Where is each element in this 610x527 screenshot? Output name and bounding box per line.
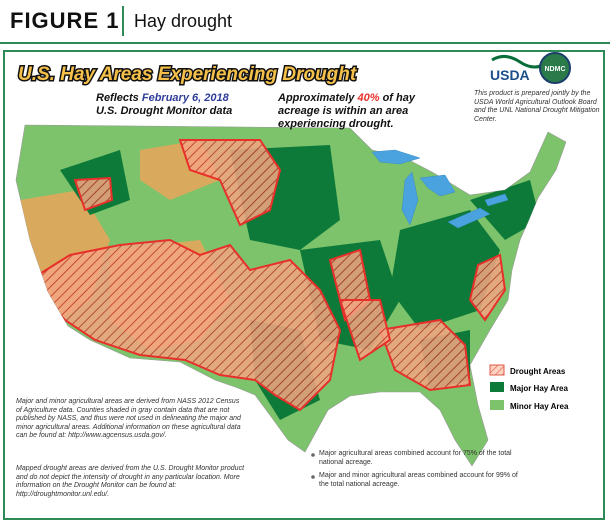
map-title: U.S. Hay Areas Experiencing Drought — [18, 64, 357, 85]
bullet-dot — [311, 453, 315, 457]
lake — [484, 193, 509, 207]
lake — [447, 207, 491, 229]
lake — [371, 149, 421, 165]
major-hay — [470, 180, 540, 240]
text: U.S. Drought Monitor data — [96, 105, 233, 117]
legend-label: Major Hay Area — [510, 384, 569, 393]
statistic-note: Approximately 40% of hay acreage is with… — [278, 92, 458, 131]
note: Mapped drought areas are derived from th… — [16, 465, 245, 498]
figure-title: Hay drought — [134, 11, 233, 31]
legend-swatch — [490, 400, 504, 410]
lake — [419, 174, 456, 197]
us-map — [15, 124, 567, 467]
figure-label: FIGURE 1 — [10, 8, 120, 33]
credit: This product is prepared jointly by the … — [474, 90, 600, 123]
drought-area — [468, 253, 507, 322]
value: 40% — [357, 92, 380, 104]
legend-label: Drought Areas — [510, 367, 566, 376]
legend-label: Minor Hay Area — [510, 402, 569, 411]
text: Reflects — [96, 92, 139, 104]
bullet: Major agricultural areas combined accoun… — [319, 450, 512, 466]
figure-frame — [3, 50, 605, 520]
note: Major and minor agricultural areas are d… — [16, 398, 241, 439]
reflects-note: Reflects February 6, 2018 U.S. Drought M… — [96, 92, 296, 118]
bullet-dot — [311, 475, 315, 479]
legend-swatch — [490, 382, 504, 392]
drought-area — [178, 139, 282, 227]
drought-area — [28, 238, 342, 412]
date: February 6, 2018 — [141, 92, 229, 104]
logo-text: USDA — [490, 67, 530, 83]
text: of hay acreage is within an area experie… — [278, 92, 415, 130]
drought-area — [73, 176, 114, 212]
great-lakes — [371, 149, 509, 229]
header-rule — [0, 42, 610, 44]
ndmc-logo: NDMC — [539, 52, 571, 84]
lake — [401, 171, 419, 226]
logo-text: NDMC — [545, 66, 566, 73]
text: Approximately — [278, 92, 355, 104]
header-divider — [122, 6, 124, 36]
drought-area — [378, 318, 472, 392]
drought-area — [338, 299, 392, 362]
drought-areas — [28, 139, 507, 412]
legend-swatch — [489, 364, 505, 376]
bullet: Major and minor agricultural areas combi… — [319, 472, 518, 488]
legend: Drought Areas Major Hay Area Minor Hay A… — [489, 364, 569, 411]
